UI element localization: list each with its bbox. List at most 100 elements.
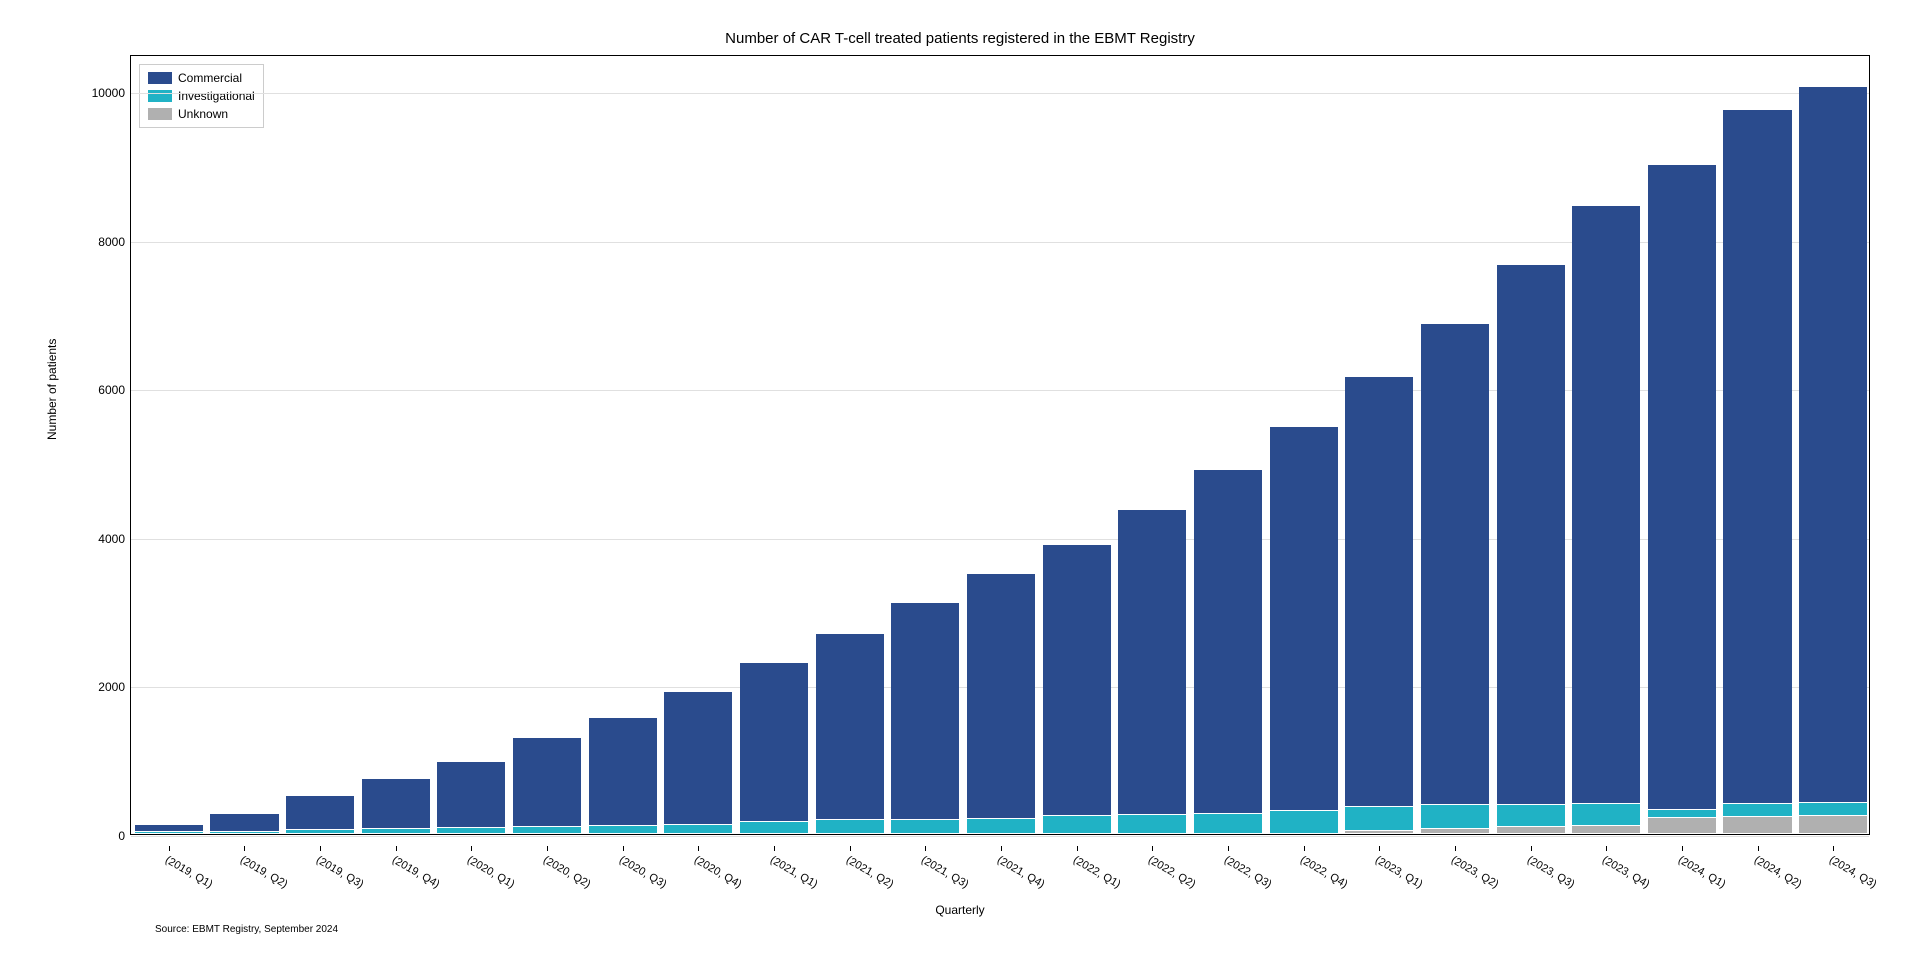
stacked-bar bbox=[135, 825, 203, 834]
stacked-bar bbox=[1043, 545, 1111, 834]
x-axis-tick-mark bbox=[396, 846, 397, 851]
x-axis-tick-label: (2020, Q1) bbox=[465, 854, 517, 891]
y-axis-tick-label: 4000 bbox=[98, 532, 125, 546]
x-axis-tick-mark bbox=[244, 846, 245, 851]
bar-segment-investigational bbox=[1799, 803, 1867, 816]
legend-item-unknown: Unknown bbox=[148, 105, 255, 123]
bar-segment-commercial bbox=[1723, 110, 1791, 803]
bar-segment-commercial bbox=[589, 718, 657, 827]
x-axis-tick-label: (2022, Q2) bbox=[1146, 854, 1198, 891]
stacked-bar bbox=[664, 692, 732, 834]
x-axis-tick-label: (2024, Q2) bbox=[1752, 854, 1804, 891]
stacked-bar bbox=[1572, 206, 1640, 834]
legend-item-commercial: Commercial bbox=[148, 69, 255, 87]
x-axis-tick-mark bbox=[1152, 846, 1153, 851]
bar-segment-investigational bbox=[589, 826, 657, 834]
bar-segment-commercial bbox=[1421, 324, 1489, 806]
x-axis-tick-mark bbox=[850, 846, 851, 851]
x-axis-tick-label: (2021, Q2) bbox=[844, 854, 896, 891]
bar-segment-commercial bbox=[967, 574, 1035, 819]
legend-label: Commercial bbox=[178, 69, 242, 87]
stacked-bar bbox=[513, 738, 581, 834]
bar-segment-commercial bbox=[513, 738, 581, 827]
x-axis-tick-label: (2023, Q1) bbox=[1373, 854, 1425, 891]
plot-area: CommercialInvestigationalUnknown 0200040… bbox=[130, 55, 1870, 835]
stacked-bar bbox=[286, 796, 354, 834]
y-axis-label: Number of patients bbox=[45, 339, 59, 440]
bar-segment-commercial bbox=[1572, 206, 1640, 804]
stacked-bar bbox=[210, 814, 278, 834]
y-axis-tick-label: 6000 bbox=[98, 383, 125, 397]
stacked-bar bbox=[1497, 265, 1565, 834]
bar-segment-investigational bbox=[1723, 804, 1791, 817]
bar-segment-unknown bbox=[1648, 818, 1716, 834]
x-axis-tick-label: (2023, Q2) bbox=[1449, 854, 1501, 891]
bar-segment-investigational bbox=[816, 820, 884, 834]
x-axis-tick-mark bbox=[1833, 846, 1834, 851]
x-axis-tick-mark bbox=[925, 846, 926, 851]
x-axis-tick-label: (2024, Q1) bbox=[1676, 854, 1728, 891]
bar-segment-unknown bbox=[1799, 816, 1867, 834]
x-axis-tick-mark bbox=[169, 846, 170, 851]
bar-segment-unknown bbox=[1421, 829, 1489, 834]
legend-swatch bbox=[148, 108, 172, 120]
bar-segment-commercial bbox=[1799, 87, 1867, 803]
legend-swatch bbox=[148, 72, 172, 84]
x-axis-tick-mark bbox=[698, 846, 699, 851]
x-axis-tick-label: (2020, Q3) bbox=[617, 854, 669, 891]
stacked-bar bbox=[1345, 377, 1413, 834]
x-axis-tick-label: (2022, Q3) bbox=[1222, 854, 1274, 891]
stacked-bar bbox=[437, 762, 505, 834]
bar-segment-commercial bbox=[1270, 427, 1338, 811]
x-axis-tick-label: (2024, Q3) bbox=[1827, 854, 1879, 891]
bar-segment-investigational bbox=[1572, 804, 1640, 826]
bar-segment-investigational bbox=[1118, 815, 1186, 834]
legend-item-investigational: Investigational bbox=[148, 87, 255, 105]
bar-segment-investigational bbox=[891, 820, 959, 834]
x-axis-tick-label: (2020, Q4) bbox=[692, 854, 744, 891]
x-axis-tick-label: (2021, Q3) bbox=[919, 854, 971, 891]
x-axis-tick-mark bbox=[1379, 846, 1380, 851]
bar-segment-commercial bbox=[816, 634, 884, 820]
stacked-bar bbox=[1799, 87, 1867, 834]
bar-segment-commercial bbox=[135, 825, 203, 832]
bar-segment-investigational bbox=[1421, 805, 1489, 828]
legend: CommercialInvestigationalUnknown bbox=[139, 64, 264, 128]
x-axis-tick-mark bbox=[774, 846, 775, 851]
gridline bbox=[131, 93, 1869, 94]
x-axis-tick-mark bbox=[471, 846, 472, 851]
x-axis-tick-mark bbox=[1606, 846, 1607, 851]
x-axis-tick-label: (2022, Q4) bbox=[1298, 854, 1350, 891]
bar-segment-investigational bbox=[1270, 811, 1338, 834]
stacked-bar bbox=[1118, 510, 1186, 834]
x-axis-tick-mark bbox=[623, 846, 624, 851]
x-axis-tick-mark bbox=[1304, 846, 1305, 851]
stacked-bar bbox=[816, 634, 884, 834]
x-axis-tick-label: (2021, Q1) bbox=[768, 854, 820, 891]
bar-segment-investigational bbox=[1648, 810, 1716, 818]
bar-segment-unknown bbox=[1723, 817, 1791, 834]
y-axis-tick-label: 2000 bbox=[98, 680, 125, 694]
bar-segment-commercial bbox=[891, 603, 959, 819]
bar-segment-unknown bbox=[1497, 827, 1565, 834]
legend-label: Unknown bbox=[178, 105, 228, 123]
bar-segment-investigational bbox=[210, 832, 278, 834]
stacked-bar bbox=[589, 718, 657, 834]
stacked-bar bbox=[362, 779, 430, 834]
stacked-bar bbox=[1648, 165, 1716, 834]
legend-swatch bbox=[148, 90, 172, 102]
x-axis-tick-label: (2021, Q4) bbox=[995, 854, 1047, 891]
x-axis-tick-mark bbox=[1001, 846, 1002, 851]
bar-segment-investigational bbox=[664, 825, 732, 834]
legend-label: Investigational bbox=[178, 87, 255, 105]
bar-segment-commercial bbox=[210, 814, 278, 831]
stacked-bar bbox=[1194, 470, 1262, 834]
bar-segment-unknown bbox=[1572, 826, 1640, 834]
x-axis-tick-label: (2023, Q3) bbox=[1525, 854, 1577, 891]
bar-segment-commercial bbox=[286, 796, 354, 830]
bar-segment-commercial bbox=[1194, 470, 1262, 813]
bar-segment-commercial bbox=[1345, 377, 1413, 807]
stacked-bar bbox=[1270, 427, 1338, 834]
bar-segment-investigational bbox=[967, 819, 1035, 834]
bar-segment-investigational bbox=[740, 822, 808, 834]
